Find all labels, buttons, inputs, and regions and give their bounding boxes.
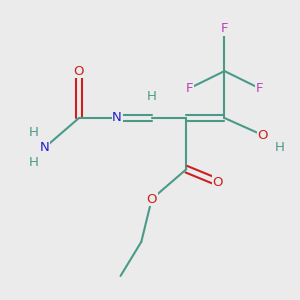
Text: H: H — [275, 141, 285, 154]
Text: O: O — [74, 64, 84, 78]
Text: F: F — [221, 22, 228, 35]
Text: H: H — [29, 156, 39, 169]
Text: O: O — [146, 193, 157, 206]
Text: H: H — [29, 126, 39, 140]
Text: F: F — [255, 82, 263, 94]
Text: F: F — [186, 82, 194, 94]
Text: O: O — [212, 176, 223, 188]
Text: O: O — [257, 129, 268, 142]
Text: H: H — [147, 90, 157, 103]
Text: N: N — [112, 112, 122, 124]
Text: N: N — [40, 141, 49, 154]
